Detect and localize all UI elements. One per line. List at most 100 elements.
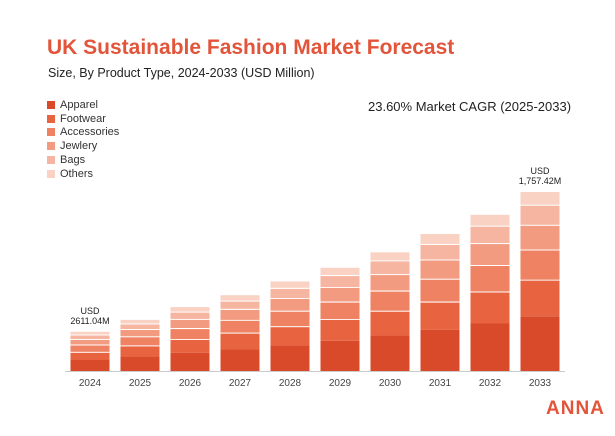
- x-tick-label: 2025: [129, 378, 152, 389]
- bar-segment-footwear-2033: [520, 280, 560, 317]
- bar-segment-apparel-2030: [370, 335, 410, 371]
- bar-segment-others-2025: [120, 319, 160, 324]
- bar-segment-footwear-2032: [470, 292, 510, 324]
- bar-segment-others-2027: [220, 295, 260, 301]
- bar-segment-apparel-2033: [520, 316, 560, 371]
- legend-item-footwear: Footwear: [47, 112, 119, 126]
- x-tick-label: 2028: [279, 378, 302, 389]
- bar-segment-bags-2033: [520, 205, 560, 225]
- bar-segment-bags-2029: [320, 276, 360, 287]
- bar-segment-others-2032: [470, 214, 510, 226]
- bars-group: [70, 192, 560, 371]
- bar-segment-accessories-2033: [520, 250, 560, 280]
- bar-segment-footwear-2029: [320, 319, 360, 341]
- chart-title: UK Sustainable Fashion Market Forecast: [47, 36, 455, 59]
- bar-segment-footwear-2030: [370, 311, 410, 336]
- bar-segment-bags-2030: [370, 261, 410, 275]
- bar-segment-bags-2032: [470, 226, 510, 244]
- bar-segment-apparel-2028: [270, 345, 310, 371]
- legend: Apparel Footwear Accessories Jewlery Bag…: [47, 98, 119, 181]
- bar-segment-bags-2026: [170, 312, 210, 319]
- chart-subtitle: Size, By Product Type, 2024-2033 (USD Mi…: [48, 66, 315, 80]
- x-tick-label: 2030: [379, 378, 402, 389]
- legend-item-bags: Bags: [47, 153, 119, 167]
- legend-item-jewlery: Jewlery: [47, 139, 119, 153]
- legend-swatch: [47, 156, 55, 165]
- bar-segment-footwear-2028: [270, 327, 310, 346]
- bar-segment-apparel-2027: [220, 349, 260, 371]
- x-tick-label: 2024: [79, 378, 102, 389]
- bar-segment-footwear-2027: [220, 333, 260, 349]
- x-tick-label: 2026: [179, 378, 202, 389]
- bar-segment-jewlery-2029: [320, 287, 360, 302]
- legend-swatch: [47, 169, 55, 178]
- cagr-label: 23.60% Market CAGR (2025-2033): [368, 99, 572, 114]
- bar-total-label: USD: [530, 166, 550, 176]
- bar-segment-bags-2031: [420, 245, 460, 260]
- bar-segment-accessories-2027: [220, 320, 260, 333]
- legend-item-others: Others: [47, 167, 119, 181]
- bar-segment-others-2026: [170, 307, 210, 312]
- bar-segment-jewlery-2032: [470, 244, 510, 265]
- bar-segment-jewlery-2030: [370, 275, 410, 291]
- bar-segment-jewlery-2028: [270, 298, 310, 311]
- bar-segment-bags-2025: [120, 324, 160, 329]
- bar-segment-jewlery-2026: [170, 319, 210, 328]
- bar-total-label: 1,757.42M: [519, 176, 562, 186]
- bar-segment-apparel-2029: [320, 340, 360, 371]
- bar-segment-others-2030: [370, 252, 410, 261]
- bar-segment-jewlery-2024: [70, 340, 110, 345]
- bar-segment-accessories-2029: [320, 302, 360, 319]
- bar-segment-accessories-2031: [420, 279, 460, 302]
- bar-segment-apparel-2026: [170, 352, 210, 371]
- bar-segment-apparel-2031: [420, 329, 460, 371]
- legend-swatch: [47, 128, 55, 137]
- bar-segment-accessories-2028: [270, 311, 310, 327]
- bar-segment-jewlery-2031: [420, 260, 460, 279]
- bar-segment-others-2024: [70, 331, 110, 335]
- legend-label: Apparel: [60, 98, 98, 111]
- bar-segment-footwear-2026: [170, 340, 210, 353]
- legend-swatch: [47, 100, 55, 109]
- legend-swatch: [47, 142, 55, 151]
- bar-segment-footwear-2025: [120, 346, 160, 357]
- bar-segment-others-2029: [320, 267, 360, 275]
- bar-segment-others-2028: [270, 281, 310, 288]
- legend-swatch: [47, 114, 55, 123]
- legend-item-accessories: Accessories: [47, 126, 119, 140]
- bar-segment-footwear-2024: [70, 352, 110, 360]
- x-tick-label: 2029: [329, 378, 352, 389]
- bar-segment-footwear-2031: [420, 302, 460, 330]
- bar-total-label: USD: [80, 306, 100, 316]
- bar-segment-jewlery-2033: [520, 225, 560, 250]
- x-tick-label: 2032: [479, 378, 502, 389]
- bar-segment-apparel-2032: [470, 323, 510, 371]
- x-tick-label: 2027: [229, 378, 252, 389]
- bar-segment-bags-2024: [70, 335, 110, 340]
- x-axis-ticks: 2024 2025 2026 2027 2028 2029 2030 2031 2032 2033: [79, 378, 552, 389]
- bar-total-label: 2611.04M: [70, 316, 109, 326]
- x-tick-label: 2031: [429, 378, 452, 389]
- bar-segment-apparel-2025: [120, 356, 160, 371]
- bar-segment-accessories-2032: [470, 266, 510, 292]
- bar-segment-accessories-2026: [170, 329, 210, 340]
- bar-segment-bags-2027: [220, 301, 260, 309]
- bar-segment-accessories-2030: [370, 291, 410, 311]
- bar-segment-others-2033: [520, 192, 560, 205]
- bar-segment-accessories-2025: [120, 337, 160, 346]
- legend-label: Jewlery: [60, 140, 98, 153]
- bar-segment-others-2031: [420, 234, 460, 244]
- legend-label: Bags: [60, 154, 86, 167]
- bar-segment-jewlery-2025: [120, 330, 160, 337]
- legend-label: Accessories: [60, 126, 120, 139]
- brand-logo: ANNA: [546, 398, 605, 419]
- bar-segment-accessories-2024: [70, 345, 110, 352]
- bar-segment-bags-2028: [270, 288, 310, 298]
- x-tick-label: 2033: [529, 378, 552, 389]
- bar-segment-jewlery-2027: [220, 309, 260, 320]
- legend-item-apparel: Apparel: [47, 98, 119, 112]
- bar-segment-apparel-2024: [70, 360, 110, 371]
- legend-label: Others: [60, 167, 94, 180]
